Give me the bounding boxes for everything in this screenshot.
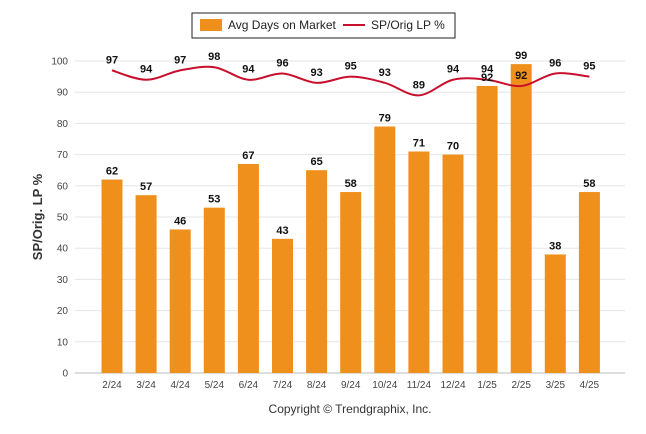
y-axis-label: SP/Orig. LP % (30, 173, 45, 260)
x-tick-label: 9/24 (341, 380, 361, 391)
bar (578, 192, 600, 373)
x-tick-label: 5/24 (205, 380, 225, 391)
bar-value-label: 71 (413, 137, 425, 149)
y-tick-label: 0 (62, 369, 68, 380)
line-value-label: 92 (515, 70, 527, 82)
bar-value-label: 99 (515, 50, 527, 62)
legend-bar-swatch (200, 19, 222, 31)
x-tick-label: 4/25 (580, 380, 600, 391)
bar-value-label: 46 (174, 215, 186, 227)
bar-value-label: 53 (208, 194, 220, 206)
bar (203, 207, 225, 373)
x-tick-label: 1/25 (477, 380, 497, 391)
y-tick-label: 70 (57, 150, 69, 161)
line-value-label: 89 (413, 79, 425, 91)
x-tick-label: 12/24 (440, 380, 465, 391)
bar (510, 64, 532, 374)
bar (374, 126, 396, 374)
bar-value-label: 92 (481, 72, 493, 84)
line-value-label: 95 (583, 61, 595, 73)
line-value-label: 98 (208, 51, 220, 63)
legend-line-label[interactable]: SP/Orig LP % (371, 18, 445, 32)
x-tick-label: 8/24 (307, 380, 327, 391)
line-value-label: 94 (481, 64, 494, 76)
bar-value-label: 70 (447, 141, 459, 153)
y-tick-label: 100 (51, 57, 68, 68)
line-value-label: 96 (276, 57, 288, 69)
x-tick-label: 2/25 (511, 380, 531, 391)
line-value-label: 93 (379, 67, 391, 79)
legend[interactable]: Avg Days on Market SP/Orig LP % (191, 12, 456, 39)
bar-value-label: 38 (549, 240, 561, 252)
y-tick-label: 80 (57, 119, 69, 130)
x-tick-label: 7/24 (273, 380, 293, 391)
bar (101, 179, 123, 373)
axis-ticks: 0 10 20 30 40 50 60 70 80 90 100 2/24 3/24 4/24 5/24 6/… (51, 57, 599, 392)
copyright-text: Copyright © Trendgraphix, Inc. (269, 402, 432, 416)
y-tick-label: 10 (57, 337, 69, 348)
y-tick-label: 50 (57, 213, 69, 224)
line-series (111, 65, 590, 97)
line-value-label: 93 (310, 67, 322, 79)
line-value-label: 97 (174, 54, 186, 66)
bar-value-label: 79 (379, 113, 391, 125)
x-tick-label: 6/24 (239, 380, 259, 391)
y-tick-label: 60 (57, 181, 69, 192)
legend-box (191, 12, 456, 39)
line-value-label: 96 (549, 57, 561, 69)
bar (272, 238, 293, 373)
bar-value-label: 65 (310, 156, 322, 168)
bar (476, 85, 498, 374)
x-tick-label: 10/24 (372, 380, 397, 391)
bar (340, 192, 362, 373)
bar (442, 154, 464, 373)
bar-value-label: 57 (140, 181, 152, 193)
line-value-label: 97 (106, 54, 118, 66)
bar-value-label: 67 (242, 150, 254, 162)
x-tick-label: 3/25 (546, 380, 566, 391)
legend-bar-label[interactable]: Avg Days on Market (228, 18, 336, 32)
y-tick-label: 90 (57, 88, 69, 99)
x-tick-label: 3/24 (136, 380, 156, 391)
line-value-label: 95 (345, 61, 357, 73)
bar (544, 254, 566, 373)
y-tick-label: 20 (57, 306, 69, 317)
x-tick-label: 2/24 (102, 380, 122, 391)
data-labels: 62 57 46 53 67 43 65 58 79 71 70 92 99 38 58 97 94 97 98 94… (106, 50, 596, 252)
bar-value-label: 62 (106, 166, 118, 178)
line-value-label: 94 (140, 64, 153, 76)
bar-series (101, 64, 600, 374)
bar (408, 151, 430, 373)
y-tick-label: 40 (57, 244, 69, 255)
bar (135, 195, 157, 373)
bar (237, 163, 259, 373)
line-value-label: 94 (447, 64, 460, 76)
x-tick-label: 11/24 (407, 380, 432, 391)
bar-value-label: 43 (276, 225, 288, 237)
y-tick-label: 30 (57, 275, 69, 286)
bar-value-label: 58 (583, 178, 595, 190)
bar-value-label: 58 (345, 178, 357, 190)
x-tick-label: 4/24 (170, 380, 190, 391)
bar (306, 170, 328, 373)
line-value-label: 94 (242, 64, 255, 76)
bar (169, 229, 191, 373)
